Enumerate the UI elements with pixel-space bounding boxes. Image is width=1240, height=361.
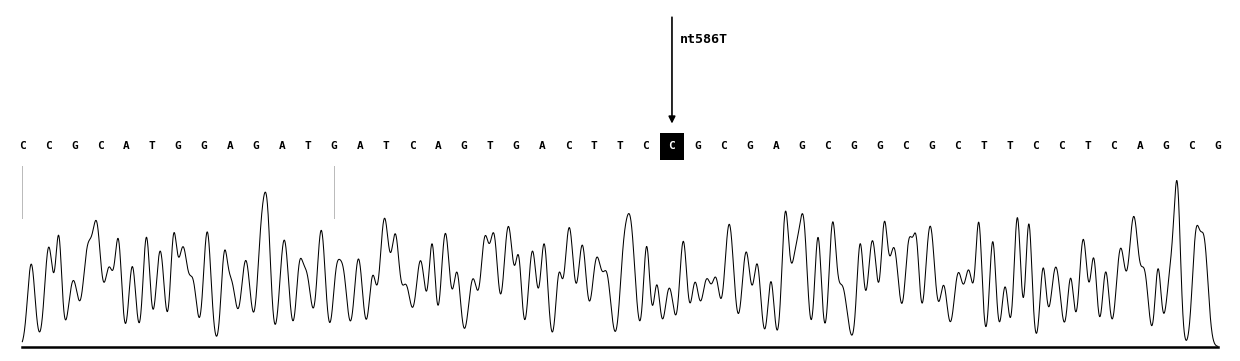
Text: T: T bbox=[149, 141, 156, 151]
Text: C: C bbox=[97, 141, 104, 151]
Text: C: C bbox=[720, 141, 728, 151]
Text: C: C bbox=[903, 141, 909, 151]
Text: A: A bbox=[435, 141, 441, 151]
Text: C: C bbox=[45, 141, 52, 151]
Text: G: G bbox=[877, 141, 883, 151]
Text: G: G bbox=[1162, 141, 1169, 151]
Text: G: G bbox=[461, 141, 467, 151]
Text: A: A bbox=[357, 141, 363, 151]
Text: A: A bbox=[538, 141, 546, 151]
Text: C: C bbox=[642, 141, 650, 151]
Text: C: C bbox=[1188, 141, 1195, 151]
Text: T: T bbox=[981, 141, 987, 151]
Text: A: A bbox=[123, 141, 130, 151]
Text: G: G bbox=[253, 141, 259, 151]
Text: C: C bbox=[825, 141, 831, 151]
Text: G: G bbox=[746, 141, 754, 151]
Text: G: G bbox=[929, 141, 935, 151]
Text: G: G bbox=[71, 141, 78, 151]
Text: T: T bbox=[486, 141, 494, 151]
Text: C: C bbox=[668, 141, 676, 151]
Text: C: C bbox=[955, 141, 961, 151]
Text: C: C bbox=[1110, 141, 1117, 151]
Text: A: A bbox=[279, 141, 285, 151]
Text: G: G bbox=[694, 141, 702, 151]
Text: A: A bbox=[227, 141, 233, 151]
Text: G: G bbox=[201, 141, 207, 151]
FancyBboxPatch shape bbox=[660, 133, 684, 160]
Text: T: T bbox=[383, 141, 389, 151]
Text: A: A bbox=[773, 141, 779, 151]
Text: T: T bbox=[1007, 141, 1013, 151]
Text: T: T bbox=[305, 141, 311, 151]
Text: T: T bbox=[616, 141, 624, 151]
Text: G: G bbox=[851, 141, 857, 151]
Text: C: C bbox=[1033, 141, 1039, 151]
Text: C: C bbox=[1059, 141, 1065, 151]
Text: G: G bbox=[1214, 141, 1221, 151]
Text: C: C bbox=[409, 141, 415, 151]
Text: T: T bbox=[1084, 141, 1091, 151]
Text: G: G bbox=[799, 141, 805, 151]
Text: C: C bbox=[564, 141, 572, 151]
Text: nt586T: nt586T bbox=[680, 33, 728, 46]
Text: T: T bbox=[590, 141, 598, 151]
Text: A: A bbox=[1136, 141, 1143, 151]
Text: G: G bbox=[512, 141, 520, 151]
Text: G: G bbox=[175, 141, 181, 151]
Text: G: G bbox=[331, 141, 337, 151]
Text: C: C bbox=[19, 141, 26, 151]
